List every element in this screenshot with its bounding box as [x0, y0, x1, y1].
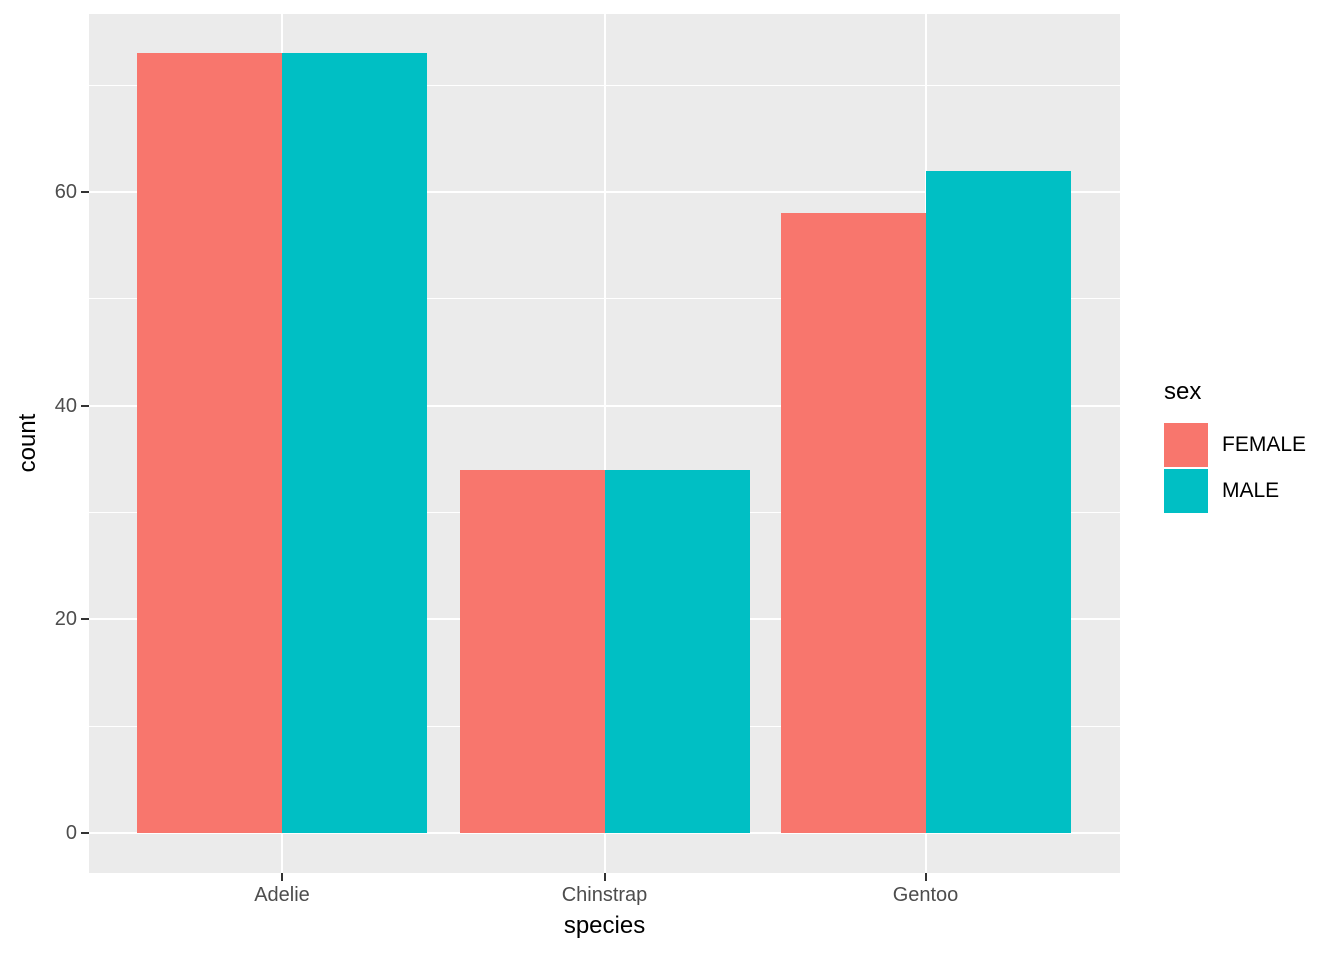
- x-tick-label-adelie: Adelie: [254, 884, 310, 906]
- gridline-category-chinstrap: [603, 14, 606, 873]
- x-tick-label-chinstrap: Chinstrap: [561, 884, 648, 906]
- bar-chinstrap-female: [459, 469, 605, 833]
- y-tick-40: [81, 404, 89, 407]
- legend-entries: FEMALE MALE: [1164, 422, 1306, 514]
- legend-label-female: FEMALE: [1222, 433, 1307, 456]
- legend-entry-male: MALE: [1164, 468, 1306, 514]
- legend-title: sex: [1164, 378, 1202, 405]
- x-tick-gentoo: [924, 873, 927, 881]
- bar-adelie-male: [282, 53, 427, 833]
- y-tick-20: [81, 618, 89, 621]
- legend-swatch-male: [1164, 469, 1208, 513]
- legend-label-male: MALE: [1222, 479, 1280, 502]
- y-axis-title: count: [14, 413, 41, 473]
- y-tick-label-60: 60: [54, 181, 77, 203]
- x-tick-adelie: [281, 873, 283, 881]
- bar-gentoo-female: [780, 213, 926, 833]
- bar-adelie-female: [137, 53, 282, 833]
- bar-chinstrap-male: [604, 469, 750, 833]
- legend-swatch-female: [1164, 423, 1208, 467]
- bar-gentoo-male: [925, 170, 1071, 833]
- y-tick-label-20: 20: [54, 608, 77, 631]
- x-axis-title: species: [563, 912, 646, 939]
- legend: sex FEMALE MALE: [1164, 378, 1306, 514]
- y-tick-0: [81, 832, 89, 834]
- x-tick-chinstrap: [603, 873, 606, 881]
- x-tick-label-gentoo: Gentoo: [892, 884, 959, 906]
- y-tick-label-40: 40: [54, 394, 77, 417]
- y-tick-60: [81, 191, 89, 193]
- y-tick-label-0: 0: [65, 822, 77, 844]
- plot-panel: [89, 14, 1120, 873]
- legend-entry-female: FEMALE: [1164, 422, 1306, 468]
